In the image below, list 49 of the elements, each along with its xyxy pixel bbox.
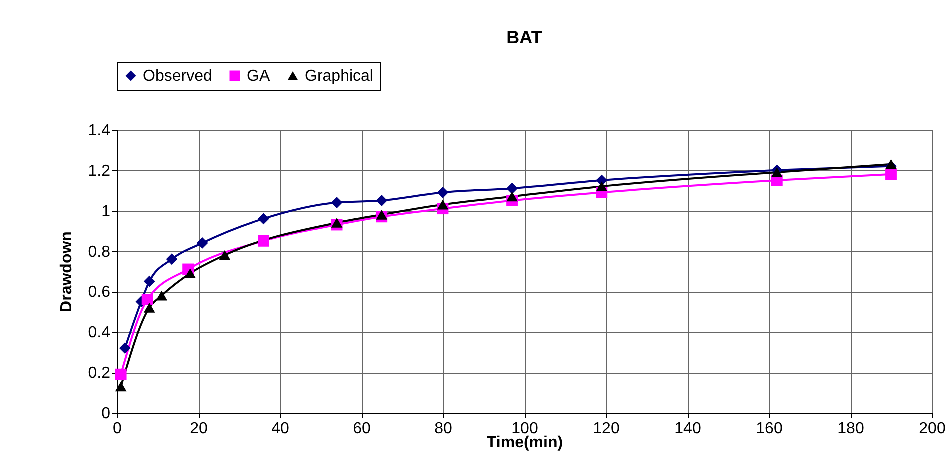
chart-title: BAT — [506, 28, 542, 48]
x-tick-label: 200 — [919, 420, 946, 438]
x-tick-label: 80 — [434, 420, 452, 438]
y-tick-label: 0 — [102, 406, 111, 422]
point — [142, 294, 154, 306]
point — [115, 382, 127, 392]
y-tick-label: 1 — [102, 203, 111, 220]
point — [437, 200, 449, 210]
y-tick-label: 1.2 — [88, 162, 111, 180]
point — [437, 186, 449, 198]
point — [258, 213, 270, 225]
y-tick-label: 0.6 — [88, 284, 111, 302]
point — [376, 210, 388, 220]
x-tick-label: 160 — [756, 420, 783, 438]
point — [115, 368, 127, 380]
legend-label: GA — [247, 68, 270, 85]
point — [184, 268, 196, 278]
x-tick-label: 40 — [272, 420, 290, 438]
point — [506, 192, 518, 202]
point — [376, 195, 388, 206]
x-axis-title: Time(min) — [486, 434, 564, 452]
point — [331, 218, 343, 228]
x-tick-label: 0 — [113, 420, 122, 438]
point — [771, 168, 783, 178]
y-axis-title: Drawdown — [58, 232, 76, 312]
point — [596, 182, 608, 192]
y-tick-label: 0.8 — [88, 244, 111, 261]
point — [331, 197, 343, 208]
point — [886, 159, 897, 170]
y-tick-label: 0.4 — [88, 324, 111, 342]
point — [156, 290, 168, 301]
x-tick-label: 140 — [674, 420, 702, 438]
y-tick-label: 1.4 — [88, 122, 111, 140]
y-tick-label: 0.2 — [88, 365, 111, 382]
x-tick-label: 60 — [353, 420, 371, 438]
point — [166, 254, 178, 266]
point — [219, 250, 231, 260]
point — [144, 276, 156, 288]
legend-label: Graphical — [305, 68, 374, 85]
x-tick-label: 120 — [593, 420, 620, 438]
point — [119, 342, 131, 354]
x-tick-label: 20 — [190, 420, 208, 438]
point — [144, 302, 156, 313]
legend-label: Observed — [143, 68, 212, 85]
point — [196, 238, 208, 249]
point — [886, 168, 897, 180]
x-tick-label: 180 — [838, 420, 864, 438]
point — [258, 235, 270, 247]
point — [506, 182, 518, 194]
